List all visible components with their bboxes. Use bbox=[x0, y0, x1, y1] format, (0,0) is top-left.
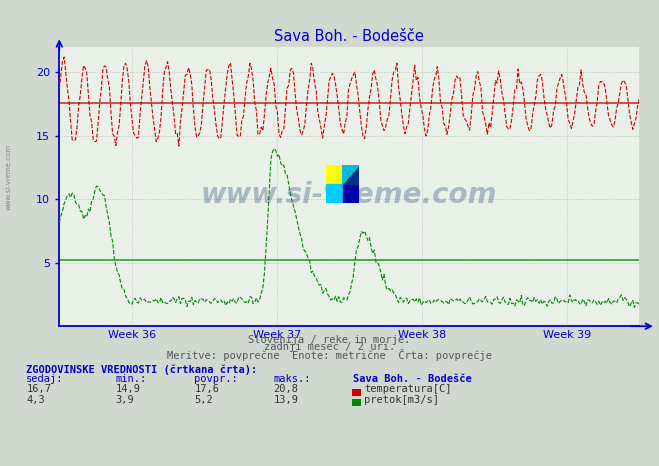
Text: 17,6: 17,6 bbox=[194, 384, 219, 394]
Text: Slovenija / reke in morje.: Slovenija / reke in morje. bbox=[248, 335, 411, 344]
Text: 16,7: 16,7 bbox=[26, 384, 51, 394]
Text: 20,8: 20,8 bbox=[273, 384, 299, 394]
Text: 4,3: 4,3 bbox=[26, 395, 45, 404]
Text: zadnji mesec / 2 uri.: zadnji mesec / 2 uri. bbox=[264, 343, 395, 352]
Text: sedaj:: sedaj: bbox=[26, 374, 64, 384]
Polygon shape bbox=[343, 165, 359, 184]
Text: 14,9: 14,9 bbox=[115, 384, 140, 394]
Text: www.si-vreme.com: www.si-vreme.com bbox=[5, 144, 12, 210]
Title: Sava Boh. - Bodešče: Sava Boh. - Bodešče bbox=[274, 29, 424, 44]
Bar bbox=[326, 165, 343, 184]
Polygon shape bbox=[343, 165, 359, 184]
Bar bbox=[326, 184, 343, 203]
Text: 5,2: 5,2 bbox=[194, 395, 213, 404]
Text: ZGODOVINSKE VREDNOSTI (črtkana črta):: ZGODOVINSKE VREDNOSTI (črtkana črta): bbox=[26, 364, 258, 375]
Text: 3,9: 3,9 bbox=[115, 395, 134, 404]
Bar bbox=[343, 184, 359, 203]
Text: www.si-vreme.com: www.si-vreme.com bbox=[201, 181, 498, 209]
Text: povpr.:: povpr.: bbox=[194, 374, 238, 384]
Text: 13,9: 13,9 bbox=[273, 395, 299, 404]
Text: temperatura[C]: temperatura[C] bbox=[364, 384, 452, 394]
Text: Meritve: povprečne  Enote: metrične  Črta: povprečje: Meritve: povprečne Enote: metrične Črta:… bbox=[167, 349, 492, 361]
Text: min.:: min.: bbox=[115, 374, 146, 384]
Text: maks.:: maks.: bbox=[273, 374, 311, 384]
Text: pretok[m3/s]: pretok[m3/s] bbox=[364, 395, 440, 404]
Text: Sava Boh. - Bodešče: Sava Boh. - Bodešče bbox=[353, 374, 471, 384]
